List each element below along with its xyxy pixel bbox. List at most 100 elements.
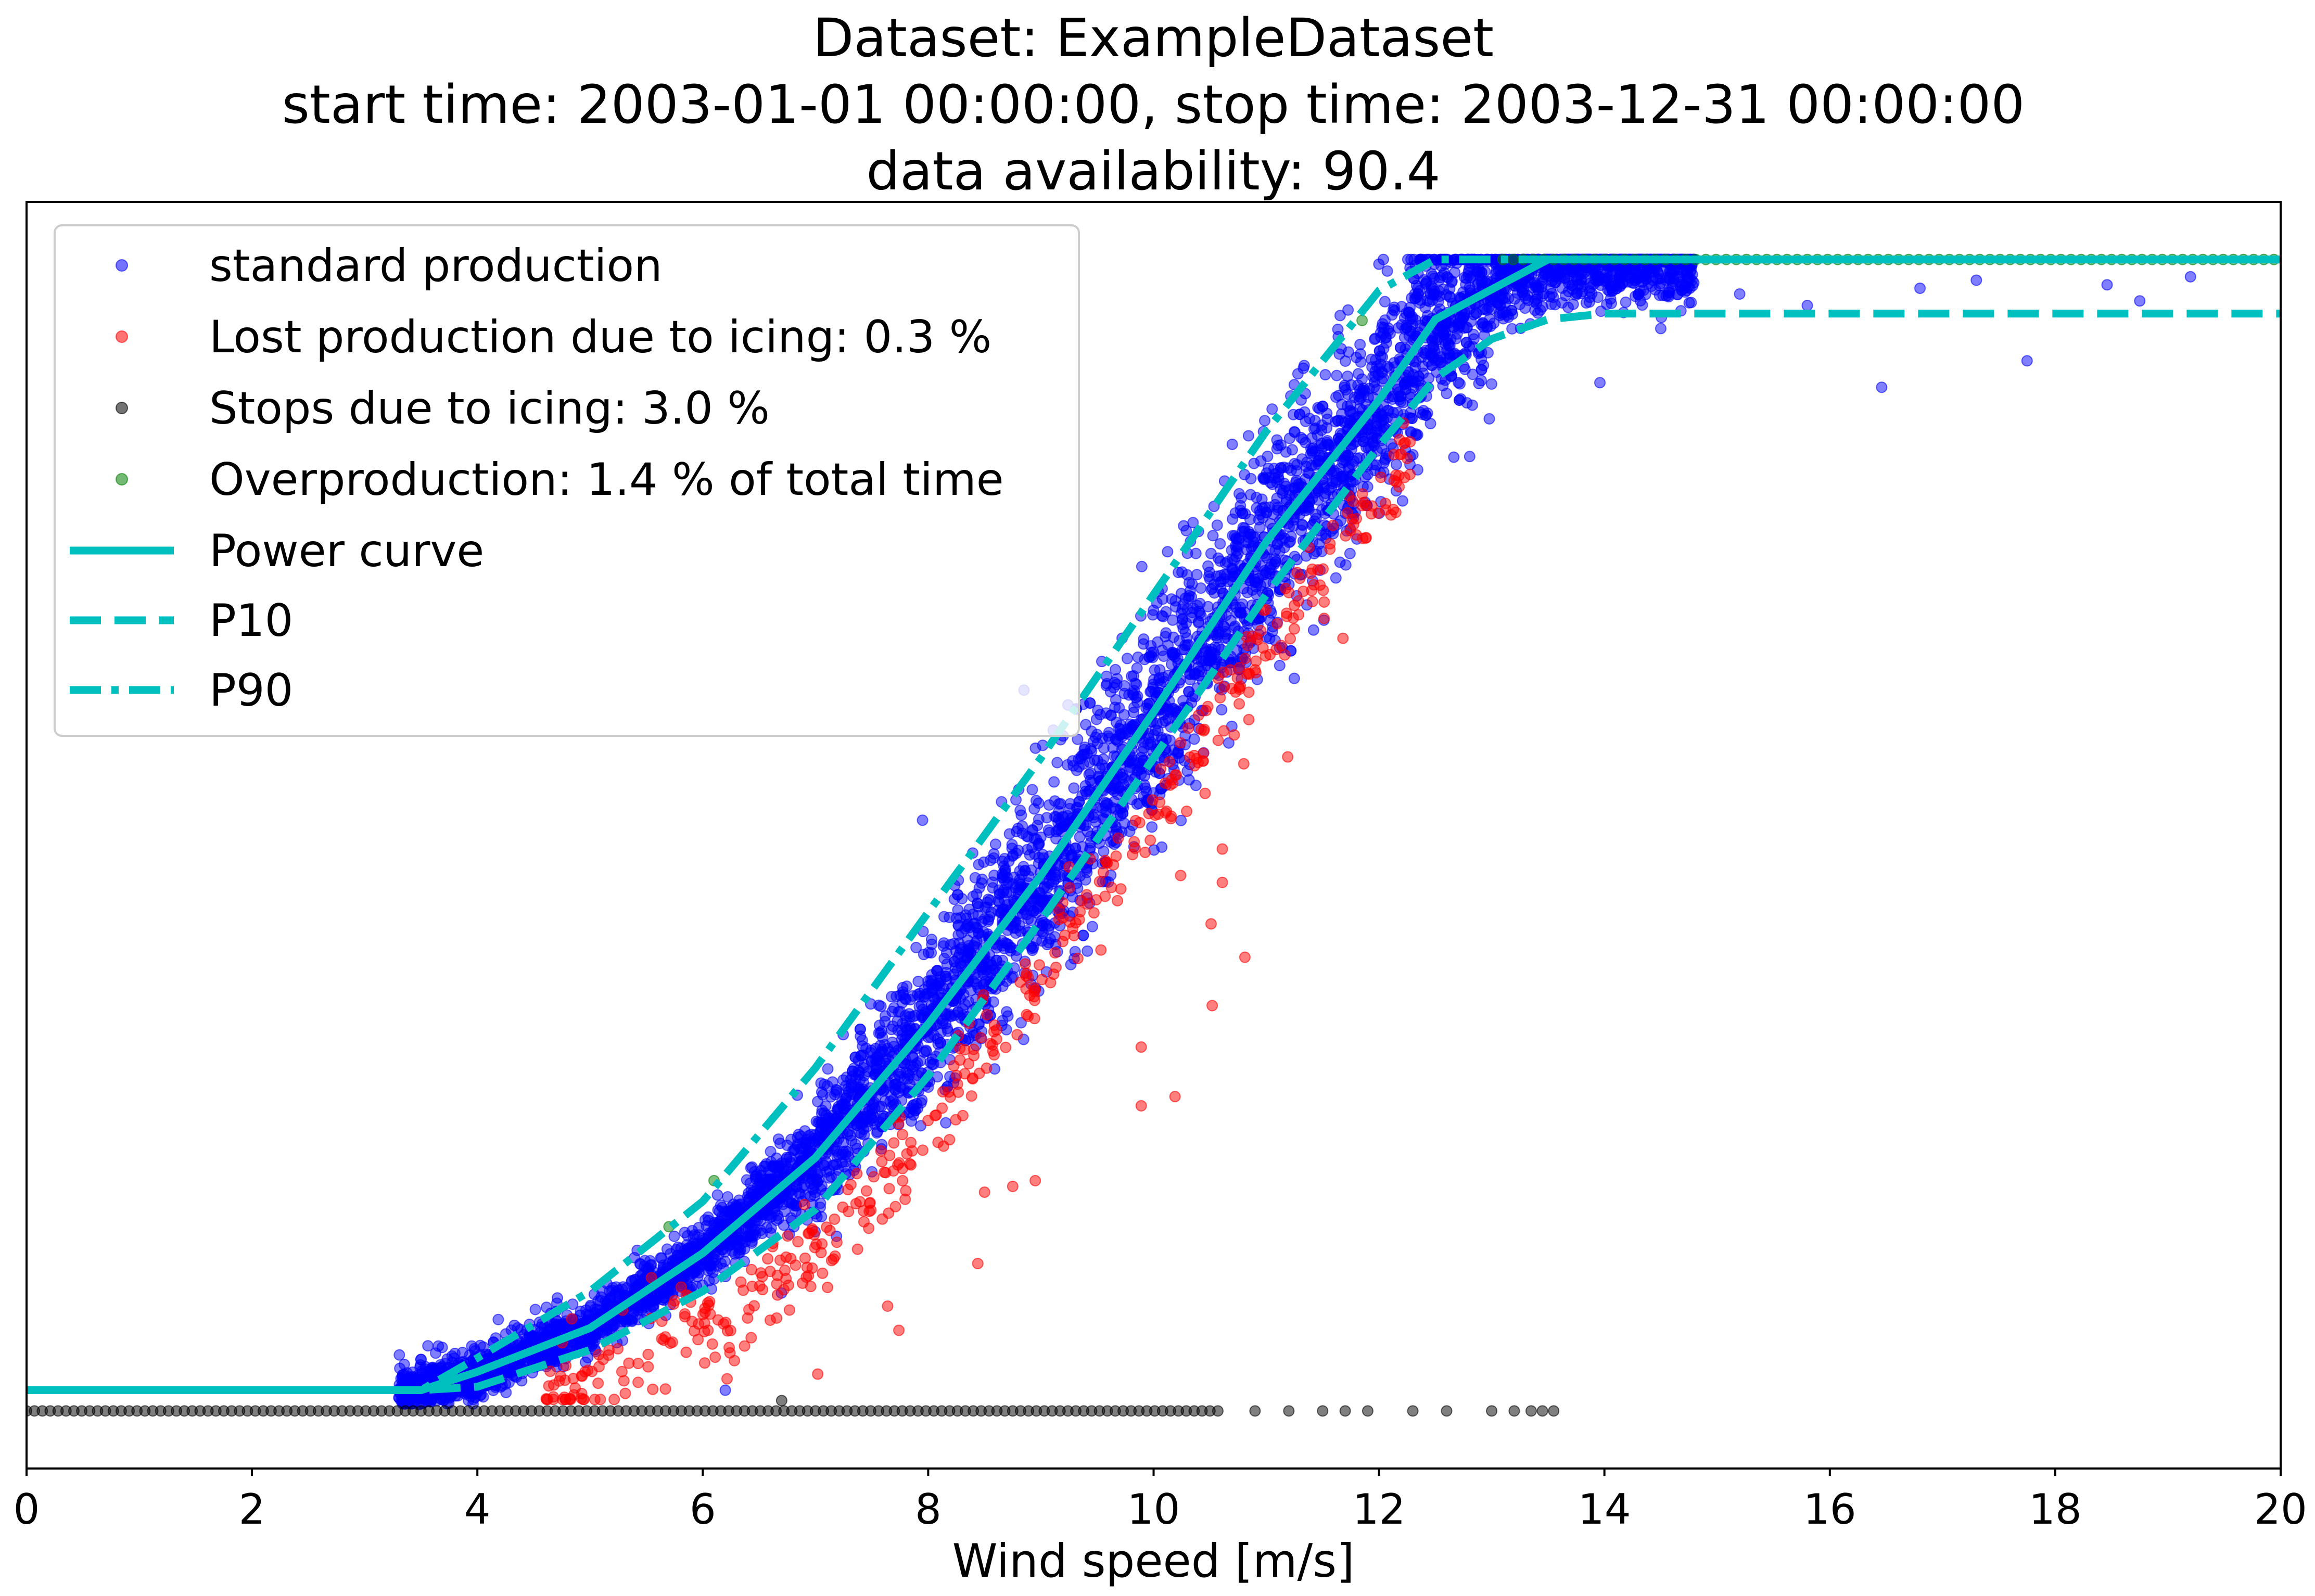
scatter-point-standard bbox=[885, 1024, 897, 1036]
scatter-point-standard bbox=[886, 1037, 898, 1049]
scatter-point-standard bbox=[1242, 430, 1254, 442]
scatter-point-standard bbox=[1010, 922, 1022, 934]
scatter-point-standard bbox=[1084, 842, 1096, 854]
scatter-point-standard bbox=[1313, 538, 1325, 550]
scatter-point-standard bbox=[888, 1002, 900, 1014]
scatter-point-standard bbox=[1006, 839, 1018, 851]
scatter-point-standard bbox=[875, 1000, 887, 1012]
scatter-point-standard bbox=[1272, 439, 1284, 451]
scatter-point-standard bbox=[1121, 653, 1133, 665]
scatter-point-standard bbox=[1354, 339, 1366, 351]
scatter-point-standard bbox=[1088, 735, 1100, 747]
scatter-point-standard bbox=[1444, 283, 1456, 295]
scatter-point-standard bbox=[912, 975, 924, 987]
scatter-point-standard bbox=[982, 893, 994, 905]
scatter-point-standard bbox=[1379, 296, 1391, 308]
scatter-point-standard bbox=[938, 953, 950, 965]
scatter-point-standard bbox=[746, 1161, 758, 1173]
scatter-point-standard bbox=[512, 1322, 524, 1334]
scatter-point-standard bbox=[1323, 484, 1335, 496]
scatter-point-standard bbox=[1330, 572, 1342, 584]
scatter-point-standard bbox=[1355, 356, 1367, 368]
scatter-point-standard bbox=[1381, 265, 1393, 277]
scatter-point-standard bbox=[655, 1252, 667, 1264]
scatter-point-standard bbox=[1186, 611, 1198, 623]
scatter-point-standard bbox=[1029, 742, 1041, 754]
scatter-point-standard bbox=[1183, 774, 1195, 786]
scatter-point-standard bbox=[1390, 458, 1402, 470]
scatter-point-standard bbox=[1292, 368, 1304, 380]
scatter-point-standard bbox=[925, 934, 937, 946]
scatter-point-standard bbox=[1601, 298, 1613, 310]
scatter-point-standard bbox=[668, 1230, 680, 1242]
scatter-point-standard bbox=[1205, 547, 1217, 559]
scatter-point-standard bbox=[1266, 403, 1278, 415]
scatter-point-standard bbox=[1286, 444, 1298, 456]
scatter-point-standard bbox=[1127, 707, 1139, 719]
scatter-point-standard bbox=[1110, 663, 1122, 675]
scatter-point-standard bbox=[1026, 784, 1038, 796]
scatter-point-standard bbox=[1098, 742, 1110, 754]
scatter-point-standard bbox=[1485, 378, 1497, 390]
scatter-point-standard bbox=[1464, 451, 1476, 463]
scatter-point-standard bbox=[1307, 624, 1319, 636]
scatter-point-standard bbox=[1342, 304, 1354, 316]
scatter-point-standard bbox=[1016, 820, 1028, 832]
scatter-point-standard bbox=[938, 937, 950, 949]
scatter-point-standard bbox=[1033, 838, 1045, 850]
scatter-point-standard bbox=[1636, 299, 1648, 311]
scatter-point-standard bbox=[1536, 281, 1548, 293]
title-line-3: data availability: 90.4 bbox=[866, 141, 1440, 202]
scatter-point-standard bbox=[1334, 310, 1346, 322]
scatter-point-standard bbox=[1276, 534, 1288, 546]
scatter-point-standard bbox=[910, 941, 922, 953]
scatter-point-standard bbox=[1375, 331, 1387, 343]
scatter-point-standard bbox=[1126, 670, 1138, 682]
scatter-point-standard bbox=[1475, 375, 1487, 387]
scatter-point-standard bbox=[899, 1010, 911, 1022]
scatter-point-standard bbox=[839, 1092, 851, 1104]
scatter-point-standard bbox=[873, 1019, 885, 1031]
scatter-point-standard bbox=[1256, 493, 1268, 505]
scatter-point-standard bbox=[1157, 610, 1169, 622]
scatter-point-standard bbox=[1388, 304, 1400, 316]
scatter-point-standard bbox=[1048, 776, 1060, 788]
scatter-point-standard bbox=[1411, 429, 1423, 441]
scatter-point-standard bbox=[1388, 357, 1400, 369]
scatter-point-standard bbox=[1377, 253, 1389, 265]
scatter-point-standard bbox=[1344, 547, 1356, 559]
scatter-point-standard bbox=[1251, 502, 1263, 514]
plot-area bbox=[27, 253, 2281, 1417]
scatter-point-standard bbox=[1214, 538, 1226, 550]
scatter-point-standard bbox=[830, 1086, 842, 1098]
scatter-point-standard bbox=[918, 949, 930, 961]
title-line-2: start time: 2003-01-01 00:00:00, stop ti… bbox=[282, 74, 2025, 136]
title-line-1: Dataset: ExampleDataset bbox=[813, 7, 1494, 69]
scatter-point-standard bbox=[1051, 757, 1063, 769]
scatter-point-standard bbox=[1014, 805, 1026, 816]
scatter-point-standard bbox=[1245, 473, 1257, 484]
chart-title: Dataset: ExampleDataset start time: 2003… bbox=[282, 7, 2025, 202]
scatter-point-standard bbox=[1334, 556, 1346, 568]
scatter-point-standard bbox=[1086, 921, 1098, 933]
scatter-point-standard bbox=[898, 1083, 910, 1095]
scatter-point-standard bbox=[1506, 323, 1518, 335]
scatter-point-standard bbox=[1305, 443, 1317, 455]
scatter-point-standard bbox=[1151, 718, 1163, 730]
scatter-point-standard bbox=[1041, 812, 1053, 824]
scatter-point-standard bbox=[976, 877, 988, 889]
scatter-point-standard bbox=[430, 1347, 442, 1359]
scatter-point-standard bbox=[1620, 296, 1632, 308]
scatter-point-standard bbox=[1178, 520, 1190, 532]
scatter-point-standard bbox=[1183, 577, 1195, 589]
scatter-point-standard bbox=[1033, 797, 1045, 809]
scatter-point-standard bbox=[1043, 799, 1055, 811]
scatter-point-standard bbox=[1396, 495, 1408, 507]
scatter-point-standard bbox=[1162, 639, 1174, 651]
scatter-point-standard bbox=[711, 1189, 723, 1201]
scatter-point-standard bbox=[1211, 519, 1223, 531]
scatter-point-standard bbox=[1103, 726, 1115, 738]
scatter-point-standard bbox=[1118, 772, 1130, 784]
scatter-point-standard bbox=[1097, 753, 1109, 765]
